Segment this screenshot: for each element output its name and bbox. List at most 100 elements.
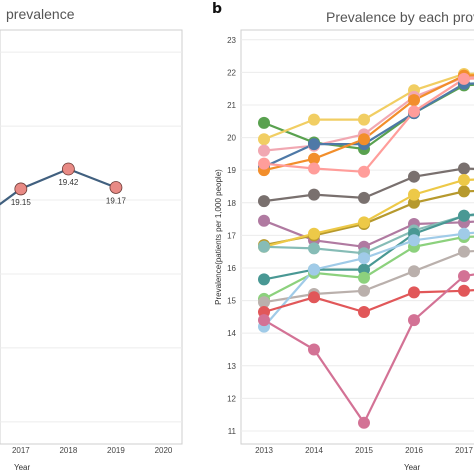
panel-b-data-point xyxy=(458,173,470,186)
panel-b-data-point xyxy=(258,157,270,170)
panel-b-data-point xyxy=(308,242,320,255)
panel-b-data-point xyxy=(458,245,470,258)
panel-b-data-point xyxy=(308,263,320,276)
panel-b-series-line xyxy=(263,249,474,304)
panel-b-series-line xyxy=(263,213,474,281)
panel-b-data-point xyxy=(458,209,470,222)
panel-b-data-point xyxy=(408,188,420,201)
panel-a-title: prevalence xyxy=(6,6,75,22)
panel-b-x-tick-label: 2014 xyxy=(305,446,323,455)
panel-b-data-point xyxy=(308,343,320,356)
panel-b-y-axis-label: Prevalence(patients per 1,000 people) xyxy=(214,169,223,305)
panel-b-data-point xyxy=(358,271,370,284)
panel-b-y-tick-label: 17 xyxy=(227,231,236,240)
panel-b-series-line xyxy=(263,273,474,425)
panel-b-y-tick-label: 12 xyxy=(227,394,236,403)
panel-b-data-point xyxy=(458,72,470,85)
panel-b-data-point xyxy=(408,314,420,327)
panel-b-series-line xyxy=(263,289,474,314)
panel-b-y-tick-label: 15 xyxy=(227,297,236,306)
panel-a-data-label: 19.17 xyxy=(106,196,127,205)
panel-b-y-tick-label: 18 xyxy=(227,199,236,208)
panel-b-data-point xyxy=(408,265,420,278)
panel-b-data-point xyxy=(458,162,470,175)
panel-a-data-label: 19.15 xyxy=(11,198,32,207)
panel-b-x-tick-label: 2017 xyxy=(455,446,473,455)
panel-a-x-tick-label: 2018 xyxy=(59,446,77,455)
panel-b-series-line xyxy=(263,75,474,152)
panel-b-data-point xyxy=(358,305,370,318)
panel-b-data-point xyxy=(358,191,370,204)
panel-b-data-point xyxy=(308,138,320,151)
panel-b-data-point xyxy=(308,291,320,304)
panel-a-x-tick-label: 2020 xyxy=(155,446,173,455)
panel-b-data-point xyxy=(358,133,370,146)
panel-b-label: b xyxy=(212,1,222,17)
panel-b-data-point xyxy=(358,284,370,297)
panel-b-data-point xyxy=(358,113,370,126)
panel-a-gridlines xyxy=(0,51,182,423)
panel-a-data-point xyxy=(14,182,28,196)
panel-b-y-ticks: 11 12 13 14 15 16 17 18 19 20 21 22 23 xyxy=(227,36,236,436)
panel-b-data-point xyxy=(308,227,320,240)
panel-b-data-point xyxy=(458,227,470,240)
panel-b-data-point xyxy=(408,105,420,118)
panel-b-data-point xyxy=(458,185,470,198)
panel-b-series-line xyxy=(263,77,474,173)
panel-b-x-ticks: 201320142015201620172018 xyxy=(255,446,473,455)
panel-b-title: Prevalence by each provi xyxy=(326,9,474,25)
panel-b-series-line xyxy=(263,82,474,168)
panel-b-x-tick-label: 2016 xyxy=(405,446,423,455)
panel-b-y-tick-label: 21 xyxy=(227,101,236,110)
panel-b-series-line xyxy=(263,83,474,151)
panel-b-data-point xyxy=(258,144,270,157)
panel-b-series-line xyxy=(263,167,474,203)
panel-b-data-point xyxy=(258,273,270,286)
panel-a-data-label: 19.42 xyxy=(58,178,79,187)
panel-b-y-tick-label: 19 xyxy=(227,166,236,175)
panel-b-data-point xyxy=(308,188,320,201)
panel-b-y-tick-label: 14 xyxy=(227,329,236,338)
panel-b-y-tick-label: 22 xyxy=(227,68,236,77)
panel-b-x-tick-label: 2015 xyxy=(355,446,373,455)
panel-b-series-line xyxy=(263,72,474,141)
panel-b-data-point xyxy=(358,165,370,178)
panel-b-data-point xyxy=(458,284,470,297)
panel-b-data-point xyxy=(458,270,470,283)
panel-b-data-point xyxy=(308,113,320,126)
panel-b-series xyxy=(258,68,474,429)
panel-a-x-tick-label: 2019 xyxy=(107,446,125,455)
panel-b-series-line xyxy=(263,74,474,172)
panel-a-series: 19.15 19.42 19.17 xyxy=(0,162,127,207)
panel-a-x-axis-label: Year xyxy=(14,463,31,472)
panel-b-series-line xyxy=(263,231,474,328)
panel-b-data-point xyxy=(408,170,420,183)
panel-b-series-line xyxy=(263,178,474,248)
panel-b-y-tick-label: 13 xyxy=(227,362,236,371)
panel-b-data-point xyxy=(408,94,420,107)
panel-a-data-point xyxy=(109,181,123,194)
panel-b-x-tick-label: 2013 xyxy=(255,446,273,455)
panel-b-data-point xyxy=(308,152,320,165)
panel-b: b Prevalence by each provi 1112131415161… xyxy=(212,1,474,472)
panel-a-plot-frame xyxy=(0,29,183,445)
panel-b-y-tick-label: 20 xyxy=(227,134,236,143)
panel-b-data-point xyxy=(258,240,270,253)
panel-b-y-tick-label: 16 xyxy=(227,264,236,273)
panel-b-data-point xyxy=(308,162,320,175)
panel-b-data-point xyxy=(258,133,270,146)
panel-b-data-point xyxy=(258,195,270,208)
panel-b-data-point xyxy=(408,286,420,299)
panel-b-data-point xyxy=(258,296,270,309)
panel-b-data-point xyxy=(258,214,270,227)
panel-b-x-axis-label: Year xyxy=(404,463,421,472)
panel-a-x-ticks: 20162017201820192020 xyxy=(12,446,173,455)
panel-b-data-point xyxy=(408,234,420,247)
panel-b-data-point xyxy=(358,216,370,229)
panel-b-y-tick-label: 23 xyxy=(227,36,236,45)
panel-b-series-line xyxy=(263,235,474,300)
panel-b-data-point xyxy=(358,252,370,265)
panel-a-data-point xyxy=(61,162,75,176)
